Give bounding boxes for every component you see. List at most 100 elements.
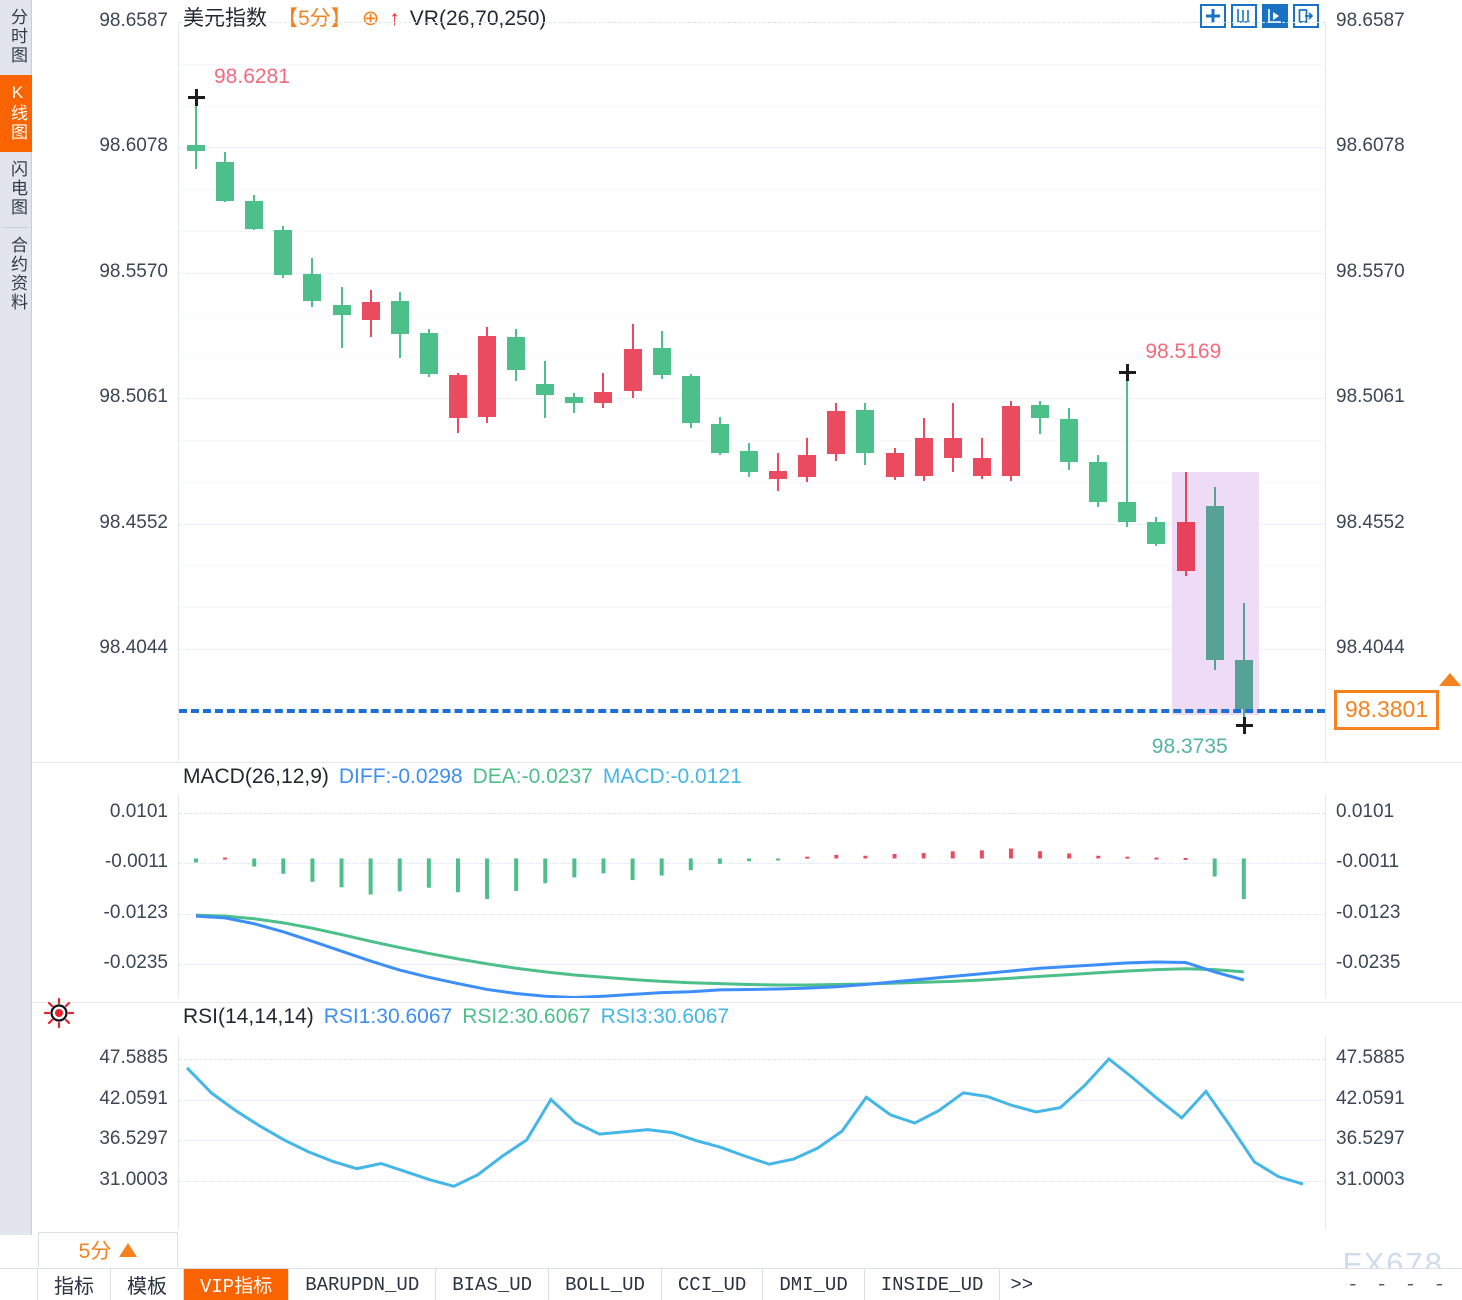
indicator-tab-barupdn-ud[interactable]: BARUPDN_UD: [289, 1269, 437, 1300]
move-icon[interactable]: [1200, 4, 1226, 28]
up-arrow-icon: ↑: [389, 7, 400, 30]
price-axis-label-left: 98.4552: [99, 511, 168, 533]
macd-histogram-bar: [543, 858, 548, 884]
horizontal-scale-icon[interactable]: [1262, 4, 1288, 28]
rsi-gridline: [179, 1181, 1325, 1183]
candle-body: [1060, 419, 1079, 463]
rsi-axis-label-left: 36.5297: [99, 1128, 168, 1150]
price-plot-area[interactable]: 98.6281 98.5169 98.3735: [178, 22, 1326, 762]
macd-axis-label-right: -0.0235: [1336, 952, 1401, 974]
candlestick: [740, 22, 758, 762]
price-axis-label-right: 98.4552: [1336, 511, 1405, 533]
candle-body: [681, 376, 700, 424]
price-axis-label-left: 98.6078: [99, 135, 168, 157]
candle-body: [1234, 659, 1253, 709]
candle-wick: [951, 403, 954, 473]
rsi-label: RSI(14,14,14): [183, 1005, 314, 1028]
price-axis-label-right: 98.5061: [1336, 386, 1405, 408]
price-axis-label-right: 98.4044: [1336, 636, 1405, 658]
candlestick: [390, 22, 409, 762]
marker-crosshair: [188, 89, 205, 107]
rsi-axis-label-right: 31.0003: [1336, 1169, 1405, 1191]
current-price-tag: 98.3801: [1334, 689, 1440, 730]
candle-body: [332, 304, 351, 315]
rsi-axis-label-left: 42.0591: [99, 1087, 168, 1109]
candle-body: [216, 161, 235, 202]
candle-body: [710, 424, 729, 453]
macd-panel: MACD(26,12,9) DIFF:-0.0298 DEA:-0.0237 MACD…: [33, 762, 1462, 1002]
indicator-tab-vip[interactable]: VIP指标: [184, 1269, 290, 1300]
candle-body: [187, 144, 205, 152]
sidebar-item-contract-info[interactable]: 合约资料: [8, 236, 27, 312]
macd-histogram-bar: [310, 858, 315, 882]
triangle-up-icon: [119, 1243, 138, 1257]
rsi2-value: RSI2:30.6067: [462, 1005, 591, 1028]
rsi-panel-title: RSI(14,14,14) RSI1:30.6067 RSI2:30.6067 RSI…: [183, 1005, 739, 1029]
candlestick: [332, 22, 351, 762]
candle-body: [623, 349, 642, 391]
rsi-panel: RSI(14,14,14) RSI1:30.6067 RSI2:30.6067 RSI…: [33, 1002, 1462, 1235]
settings-sun-icon[interactable]: [42, 996, 76, 1030]
indicator-tab-bias-ud[interactable]: BIAS_UD: [436, 1269, 550, 1300]
price-gridline: [179, 398, 1325, 400]
indicator-tab-[interactable]: 指标: [38, 1269, 111, 1300]
low-price-marker: 98.3735: [1151, 735, 1228, 759]
left-sidebar: 分时图 K线图 闪电图 合约资料: [0, 0, 32, 1235]
macd-histogram-bar: [281, 858, 286, 874]
indicator-tab-boll-ud[interactable]: BOLL_UD: [549, 1269, 662, 1300]
price-minor-gridline: [179, 105, 1325, 107]
candle-body: [507, 336, 526, 371]
candle-body: [943, 437, 962, 458]
rsi-plot-area[interactable]: [178, 1037, 1326, 1229]
macd-svg: [194, 848, 1246, 998]
candlestick: [565, 22, 584, 762]
rsi-svg: [185, 1056, 1304, 1188]
candle-body: [594, 392, 613, 404]
macd-histogram-bar: [485, 858, 490, 899]
indicator-tab-cci-ud[interactable]: CCI_UD: [662, 1269, 764, 1300]
rsi-axis-label-left: 31.0003: [99, 1169, 168, 1191]
candlestick: [274, 22, 293, 762]
indicator-tab-inside-ud[interactable]: INSIDE_UD: [865, 1269, 1001, 1300]
macd-histogram-bar: [979, 850, 984, 859]
candle-body: [798, 455, 817, 478]
macd-histogram-bar: [252, 858, 257, 867]
indicator-tab-dmi-ud[interactable]: DMI_UD: [763, 1269, 865, 1300]
instrument-name: 美元指数: [183, 7, 267, 30]
exit-icon[interactable]: [1293, 4, 1319, 28]
sidebar-item-timeline[interactable]: 分时图: [8, 8, 27, 65]
candlestick: [507, 22, 526, 762]
indicator-tab-[interactable]: 模板: [111, 1269, 184, 1300]
macd-label: MACD(26,12,9): [183, 765, 329, 788]
price-minor-gridline: [179, 230, 1325, 232]
macd-histogram-bar: [1183, 858, 1188, 861]
sidebar-item-lightning[interactable]: 闪电图: [8, 160, 27, 217]
macd-axis-label-right: -0.0123: [1336, 901, 1401, 923]
candle-body: [827, 410, 846, 454]
more-indicators-button[interactable]: >>: [1010, 1273, 1034, 1296]
macd-axis-label-right: 0.0101: [1336, 801, 1395, 822]
sidebar-item-kline[interactable]: K线图: [0, 75, 32, 152]
candle-body: [652, 347, 671, 375]
macd-histogram-bar: [1096, 855, 1101, 859]
candlestick: [681, 22, 700, 762]
period-selector[interactable]: 5分: [38, 1232, 178, 1268]
crosshair-icon[interactable]: ⊕: [361, 7, 380, 30]
rsi3-value: RSI3:30.6067: [600, 1005, 730, 1028]
candle-body: [885, 453, 904, 478]
candle-body: [856, 409, 875, 453]
macd-axis-label-right: -0.0011: [1336, 851, 1400, 873]
macd-histogram-bar: [339, 858, 344, 888]
candlestick: [652, 22, 671, 762]
vertical-scale-icon[interactable]: [1231, 4, 1257, 28]
macd-plot-area[interactable]: [178, 795, 1326, 998]
macd-gridline: [179, 964, 1325, 966]
current-price-line: [179, 708, 1325, 713]
price-gridline: [179, 272, 1325, 274]
macd-histogram-bar: [1241, 858, 1246, 899]
price-minor-gridline: [179, 314, 1325, 316]
macd-gridline: [179, 863, 1325, 865]
candle-body: [1176, 521, 1195, 571]
price-panel: 美元指数 【5分】 ⊕ ↑ VR(26,70,250) 98.6281 98.5169 98…: [33, 0, 1462, 762]
price-arrow-icon: [1439, 672, 1461, 686]
